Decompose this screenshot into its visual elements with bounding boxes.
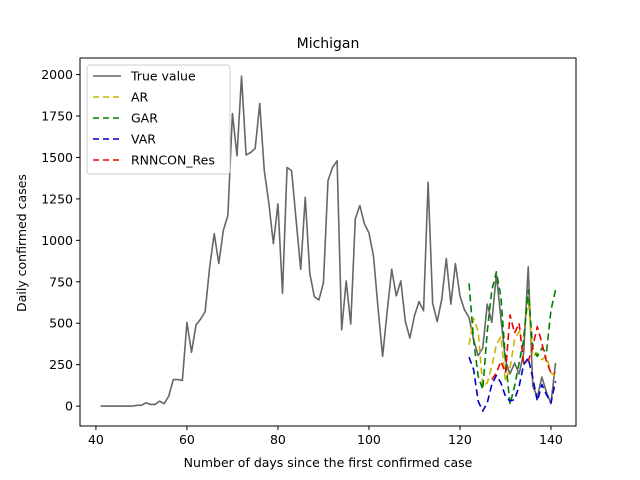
y-tick-label: 0	[65, 399, 73, 414]
legend-label-true-value: True value	[130, 69, 196, 84]
series-line-true-value	[100, 75, 557, 407]
legend-label-rnncon-res: RNNCON_Res	[131, 153, 215, 168]
y-tick-label: 750	[49, 274, 73, 289]
y-axis-title: Daily confirmed cases	[14, 174, 29, 312]
y-tick-label: 1750	[41, 109, 73, 124]
legend-label-ar: AR	[131, 90, 149, 105]
x-tick-label: 140	[539, 432, 563, 447]
y-tick-label: 1250	[41, 191, 73, 206]
x-tick-label: 40	[88, 432, 104, 447]
y-tick-label: 2000	[41, 67, 73, 82]
x-tick-label: 60	[179, 432, 195, 447]
series-line-ar	[468, 297, 556, 388]
x-tick-label: 100	[357, 432, 381, 447]
series-line-rnncon-res	[491, 314, 556, 381]
y-tick-label: 1000	[41, 233, 73, 248]
x-axis-title: Number of days since the first confirmed…	[184, 455, 473, 470]
axes: 40 60 80 100 120 140 0 250 500 750 1000 1250 1500 175…	[41, 57, 577, 447]
plot-area	[100, 75, 557, 412]
legend-label-var: VAR	[131, 132, 156, 147]
x-tick-label: 80	[270, 432, 286, 447]
legend: True value AR GAR VAR RNNCON_Res	[86, 64, 231, 175]
y-tick-label: 500	[49, 316, 73, 331]
series-line-var	[468, 356, 557, 412]
legend-label-gar: GAR	[131, 111, 158, 126]
x-tick-label: 120	[448, 432, 472, 447]
legend-box	[86, 64, 231, 175]
axes-frame	[79, 57, 577, 427]
y-tick-label: 1500	[41, 150, 73, 165]
series-line-gar	[468, 271, 557, 406]
chart-title: Michigan	[297, 36, 360, 52]
y-tick-label: 250	[49, 357, 73, 372]
